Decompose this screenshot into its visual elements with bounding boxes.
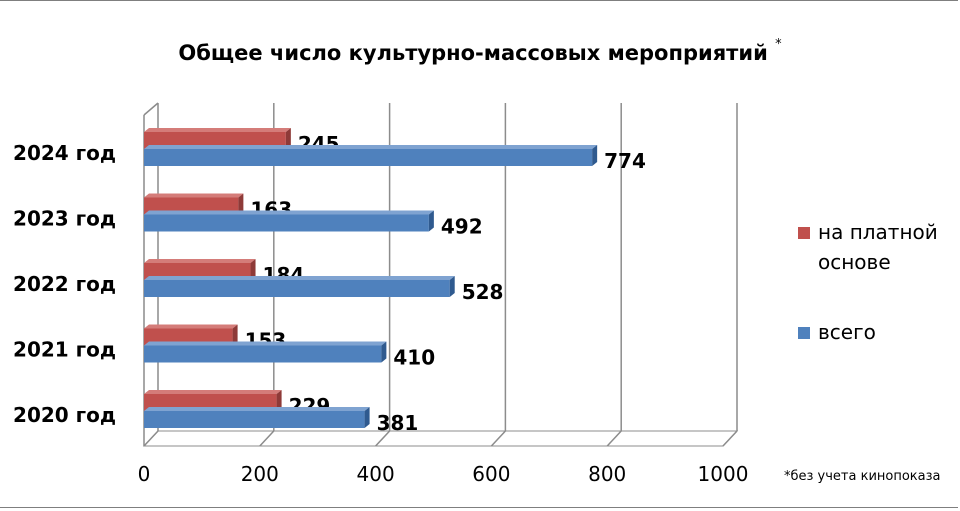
- x-tick-label-400: 400: [357, 462, 395, 486]
- plot-floor: [142, 430, 739, 447]
- x-tick-label-600: 600: [472, 462, 510, 486]
- bar-total-3: [144, 214, 429, 232]
- bar-total-0: [144, 411, 365, 428]
- grid-floor-200: [259, 430, 275, 447]
- legend-label-total: всего: [818, 320, 876, 344]
- bar-total-4: [144, 149, 593, 166]
- bar-paid-3: [144, 197, 239, 215]
- y-category-label-1: 2021 год: [13, 338, 116, 362]
- bar-total-1: [144, 345, 382, 363]
- chart-footnote: *без учета кинопоказа: [784, 469, 941, 484]
- bar-total-side-2: [449, 276, 455, 297]
- bar-total-side-4: [592, 145, 598, 166]
- chart-title: Общее число культурно-массовых мероприят…: [0, 37, 960, 65]
- bar-paid-side-1: [232, 324, 238, 346]
- value-label-total-4: 774: [604, 149, 646, 173]
- bar-total-side-0: [364, 407, 370, 428]
- bar-total-side-3: [428, 210, 434, 232]
- legend-item-total: всего: [798, 317, 876, 347]
- bar-paid-side-3: [238, 193, 244, 215]
- bar-total-2: [144, 280, 450, 297]
- bar-total-top-4: [144, 145, 598, 149]
- value-label-total-2: 528: [462, 280, 504, 304]
- legend-label-paid: на платной основе: [818, 220, 938, 274]
- bar-total-side-1: [381, 341, 387, 363]
- bar-total-top-3: [144, 210, 434, 215]
- bar-paid-top-0: [144, 390, 282, 394]
- y-category-label-2: 2022 год: [13, 272, 116, 296]
- bar-paid-4: [144, 132, 286, 149]
- bar-paid-1: [144, 328, 233, 346]
- chart-title-mark: *: [775, 37, 782, 52]
- bar-paid-side-4: [285, 128, 291, 149]
- grid-floor-400: [375, 430, 391, 447]
- bar-paid-0: [144, 394, 277, 411]
- legend-item-paid: на платной основе: [798, 217, 948, 277]
- bar-paid-top-3: [144, 193, 244, 198]
- x-tick-label-1000: 1000: [698, 462, 749, 486]
- y-category-label-0: 2020 год: [13, 403, 116, 427]
- value-label-total-1: 410: [393, 346, 435, 370]
- left-axis-top: [143, 102, 159, 116]
- bar-total-top-2: [144, 276, 455, 280]
- bar-total-top-1: [144, 341, 387, 346]
- bar-paid-2: [144, 263, 251, 280]
- bar-paid-top-2: [144, 259, 256, 263]
- value-label-total-3: 492: [441, 215, 483, 239]
- y-category-label-3: 2023 год: [13, 207, 116, 231]
- y-category-label-4: 2024 год: [13, 141, 116, 165]
- grid-floor-600: [490, 430, 506, 447]
- grid-floor-800: [606, 430, 622, 447]
- bar-paid-side-2: [250, 259, 256, 280]
- x-tick-label-200: 200: [241, 462, 279, 486]
- bar-paid-top-4: [144, 128, 291, 132]
- grid-floor-0: [143, 430, 159, 447]
- value-label-total-0: 381: [377, 411, 419, 435]
- chart-title-text: Общее число культурно-массовых мероприят…: [178, 41, 768, 65]
- bar-total-top-0: [144, 407, 370, 411]
- x-tick-label-800: 800: [588, 462, 626, 486]
- legend-swatch-paid: [798, 227, 810, 239]
- x-tick-label-0: 0: [138, 462, 151, 486]
- bar-paid-top-1: [144, 324, 238, 329]
- grid-floor-1000: [722, 430, 738, 447]
- legend-swatch-total: [798, 327, 810, 339]
- bar-paid-side-0: [276, 390, 282, 411]
